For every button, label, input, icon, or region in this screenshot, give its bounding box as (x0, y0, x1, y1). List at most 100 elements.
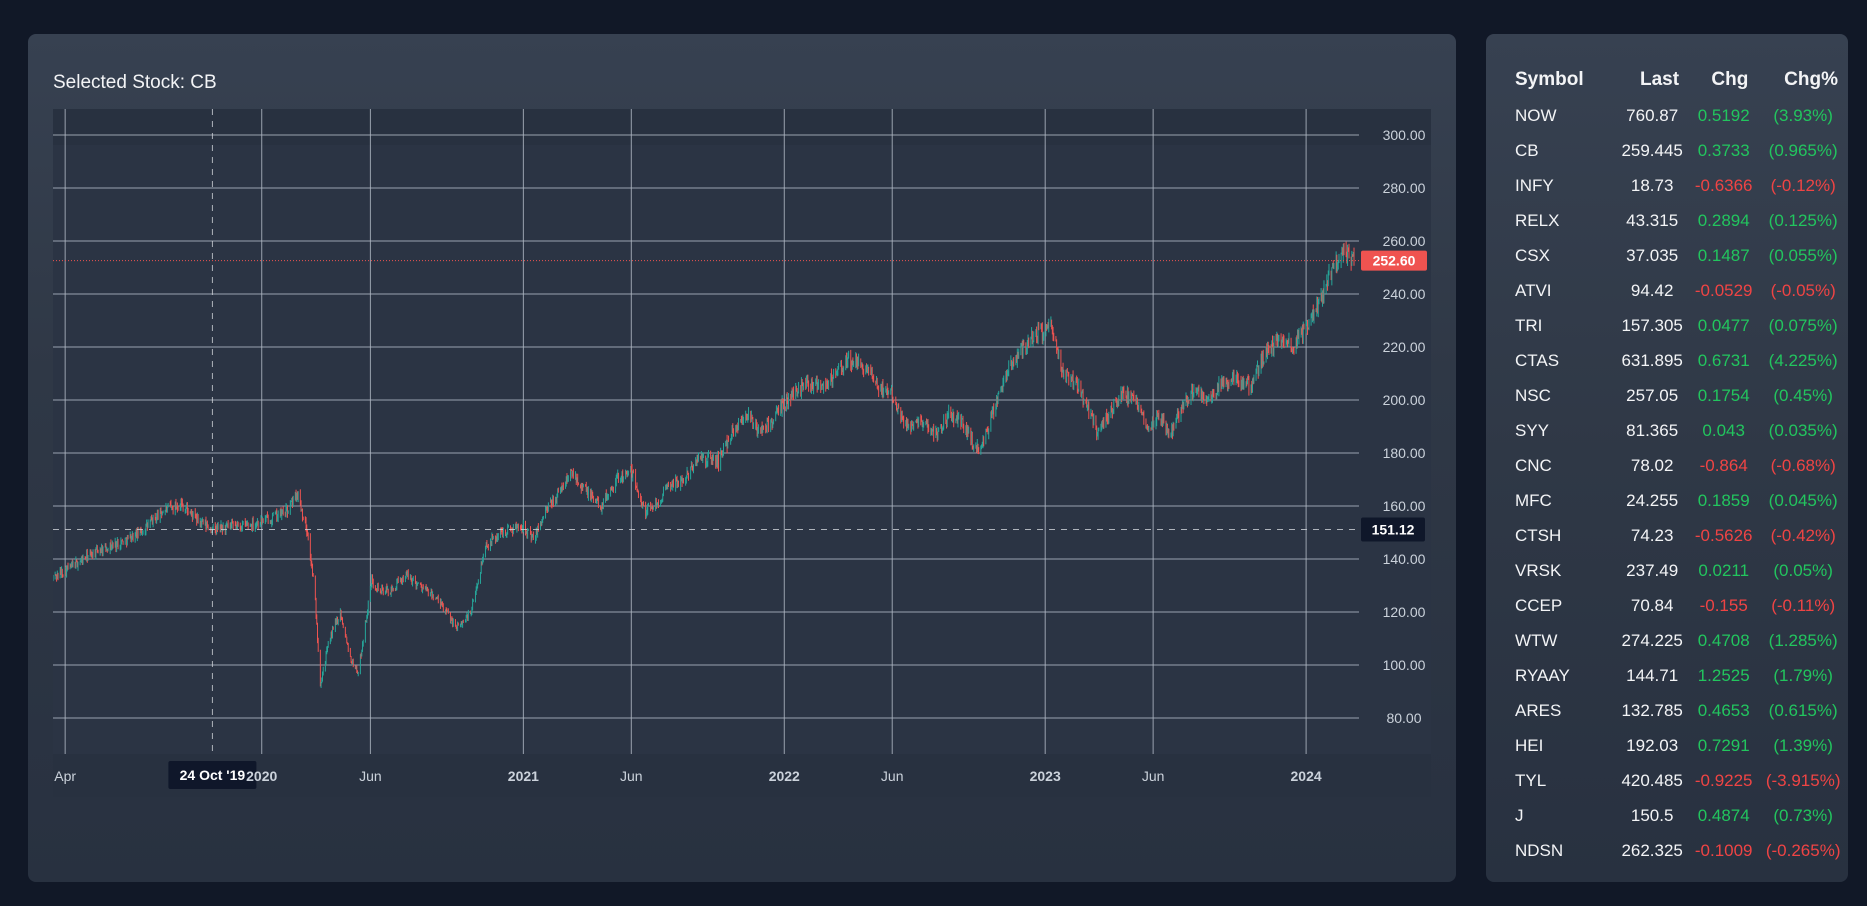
price-axis-label: 120.00 (1383, 604, 1426, 620)
row-change-percent: (1.79%) (1773, 665, 1833, 685)
row-last: 24.255 (1626, 490, 1679, 510)
row-last: 37.035 (1626, 245, 1679, 265)
row-symbol: RELX (1515, 210, 1560, 230)
watchlist-row[interactable]: NDSN 262.325 -0.1009 (-0.265%) (1486, 833, 1848, 868)
watchlist-row[interactable]: J 150.5 0.4874 (0.73%) (1486, 798, 1848, 833)
row-change-percent: (0.055%) (1768, 245, 1838, 265)
row-change: 0.043 (1702, 420, 1745, 440)
chart-title: Selected Stock: CB (53, 72, 217, 93)
price-axis-label: 200.00 (1383, 392, 1426, 408)
watchlist-row[interactable]: TRI 157.305 0.0477 (0.075%) (1486, 308, 1848, 343)
crosshair-date-label: 24 Oct '19 (180, 767, 246, 783)
row-change-percent: (0.73%) (1773, 805, 1833, 825)
row-symbol: CB (1515, 140, 1539, 160)
header-symbol[interactable]: Symbol (1515, 69, 1584, 90)
row-symbol: HEI (1515, 735, 1544, 755)
price-axis-label: 260.00 (1383, 233, 1426, 249)
row-symbol: ARES (1515, 700, 1562, 720)
watchlist-row[interactable]: TYL 420.485 -0.9225 (-3.915%) (1486, 763, 1848, 798)
price-axis-label: 280.00 (1383, 180, 1426, 196)
row-last: 420.485 (1621, 770, 1683, 790)
watchlist-row[interactable]: CTSH 74.23 -0.5626 (-0.42%) (1486, 518, 1848, 553)
watchlist-row[interactable]: NOW 760.87 0.5192 (3.93%) (1486, 98, 1848, 133)
row-last: 262.325 (1621, 840, 1683, 860)
row-symbol: SYY (1515, 420, 1550, 440)
watchlist-row[interactable]: RYAAY 144.71 1.2525 (1.79%) (1486, 658, 1848, 693)
row-last: 94.42 (1630, 280, 1674, 300)
watchlist-row[interactable]: CSX 37.035 0.1487 (0.055%) (1486, 238, 1848, 273)
row-change-percent: (-0.05%) (1770, 280, 1836, 300)
row-change-percent: (4.225%) (1768, 350, 1838, 370)
row-change-percent: (0.615%) (1768, 700, 1838, 720)
row-symbol: NDSN (1515, 840, 1564, 860)
watchlist-row[interactable]: CNC 78.02 -0.864 (-0.68%) (1486, 448, 1848, 483)
header-chg-pct[interactable]: Chg% (1784, 69, 1838, 90)
watchlist-header-row: Symbol Last Chg Chg% (1486, 62, 1848, 98)
time-axis-label: Jun (620, 768, 643, 784)
watchlist-row[interactable]: ATVI 94.42 -0.0529 (-0.05%) (1486, 273, 1848, 308)
row-change: 0.5192 (1697, 105, 1750, 125)
row-change: -0.155 (1699, 595, 1748, 615)
row-change: -0.9225 (1694, 770, 1753, 790)
chart-panel: Selected Stock: CB 252.60 151.12 24 Oct '1… (28, 34, 1456, 882)
row-change-percent: (-0.265%) (1765, 840, 1841, 860)
chart-top-strip (53, 109, 1431, 145)
row-change: 0.0211 (1698, 560, 1750, 580)
row-change-percent: (-0.12%) (1770, 175, 1836, 195)
chart-svg[interactable]: 252.60 151.12 24 Oct '19 300.00 280.00 260.0… (53, 109, 1431, 797)
row-symbol: CNC (1515, 455, 1552, 475)
watchlist-body: NOW 760.87 0.5192 (3.93%) CB 259.445 0.3733 (0.… (1486, 98, 1848, 868)
price-axis-label: 220.00 (1383, 339, 1426, 355)
time-axis-label: 2022 (769, 768, 800, 784)
watchlist-row[interactable]: CB 259.445 0.3733 (0.965%) (1486, 133, 1848, 168)
header-chg[interactable]: Chg (1711, 69, 1749, 90)
row-change-percent: (0.035%) (1768, 420, 1838, 440)
crosshair-price-badge (1361, 517, 1425, 542)
row-change-percent: (1.39%) (1773, 735, 1833, 755)
row-symbol: CTSH (1515, 525, 1562, 545)
header-last[interactable]: Last (1639, 69, 1680, 90)
watchlist-row[interactable]: ARES 132.785 0.4653 (0.615%) (1486, 693, 1848, 728)
row-last: 150.5 (1630, 805, 1674, 825)
chart-overlays: 252.60 151.12 24 Oct '19 (53, 109, 1427, 789)
row-change-percent: (0.05%) (1773, 560, 1833, 580)
row-change: -0.6366 (1694, 175, 1753, 195)
row-last: 760.87 (1626, 105, 1679, 125)
chart-grid (53, 109, 1359, 754)
watchlist-row[interactable]: INFY 18.73 -0.6366 (-0.12%) (1486, 168, 1848, 203)
candlestick-chart[interactable]: 252.60 151.12 24 Oct '19 300.00 280.00 260.0… (53, 109, 1431, 797)
watchlist-panel: Symbol Last Chg Chg% NOW 760.87 0.5192 (3.9… (1486, 34, 1848, 882)
row-symbol: WTW (1515, 630, 1558, 650)
row-change-percent: (0.125%) (1768, 210, 1838, 230)
watchlist-row[interactable]: NSC 257.05 0.1754 (0.45%) (1486, 378, 1848, 413)
row-change: -0.864 (1699, 455, 1748, 475)
watchlist-row[interactable]: CTAS 631.895 0.6731 (4.225%) (1486, 343, 1848, 378)
row-symbol: MFC (1515, 490, 1552, 510)
time-axis-label: 2020 (246, 768, 277, 784)
row-last: 81.365 (1626, 420, 1679, 440)
watchlist-row[interactable]: HEI 192.03 0.7291 (1.39%) (1486, 728, 1848, 763)
row-change-percent: (1.285%) (1768, 630, 1838, 650)
row-change: 0.1754 (1697, 385, 1750, 405)
price-axis-label: 300.00 (1383, 127, 1426, 143)
time-axis-strip (53, 754, 1431, 797)
watchlist-row[interactable]: SYY 81.365 0.043 (0.035%) (1486, 413, 1848, 448)
watchlist-row[interactable]: VRSK 237.49 0.0211 (0.05%) (1486, 553, 1848, 588)
watchlist-row[interactable]: WTW 274.225 0.4708 (1.285%) (1486, 623, 1848, 658)
price-axis-label: 180.00 (1383, 445, 1426, 461)
row-last: 237.49 (1626, 560, 1679, 580)
row-last: 274.225 (1621, 630, 1683, 650)
watchlist-row[interactable]: CCEP 70.84 -0.155 (-0.11%) (1486, 588, 1848, 623)
row-symbol: ATVI (1515, 280, 1552, 300)
watchlist-table: Symbol Last Chg Chg% NOW 760.87 0.5192 (3.9… (1486, 62, 1848, 868)
watchlist-row[interactable]: MFC 24.255 0.1859 (0.045%) (1486, 483, 1848, 518)
row-last: 43.315 (1626, 210, 1679, 230)
row-change: 0.0477 (1697, 315, 1750, 335)
time-axis-label: 2021 (508, 768, 539, 784)
row-symbol: J (1515, 805, 1524, 825)
row-change-percent: (0.45%) (1773, 385, 1833, 405)
watchlist-row[interactable]: RELX 43.315 0.2894 (0.125%) (1486, 203, 1848, 238)
time-axis-label: Apr (54, 768, 76, 784)
time-axis-label: Jun (359, 768, 382, 784)
row-change: -0.0529 (1694, 280, 1753, 300)
